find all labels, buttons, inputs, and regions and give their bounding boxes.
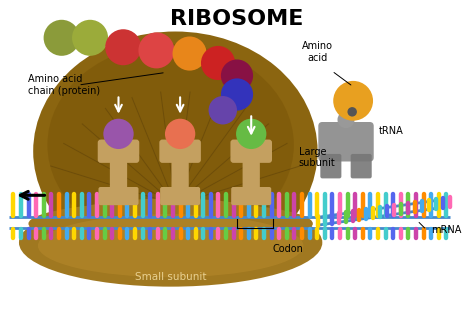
- Text: Small subunit: Small subunit: [135, 272, 206, 282]
- Circle shape: [333, 81, 373, 121]
- FancyBboxPatch shape: [184, 187, 200, 205]
- FancyBboxPatch shape: [255, 187, 271, 205]
- Circle shape: [138, 32, 174, 68]
- Circle shape: [165, 119, 195, 149]
- Text: Large
subunit: Large subunit: [299, 147, 336, 168]
- FancyBboxPatch shape: [110, 149, 127, 191]
- Circle shape: [105, 29, 141, 65]
- Circle shape: [72, 20, 108, 56]
- FancyBboxPatch shape: [319, 122, 374, 162]
- Circle shape: [236, 119, 266, 149]
- Text: Amino
acid: Amino acid: [302, 41, 333, 63]
- FancyBboxPatch shape: [122, 187, 138, 205]
- FancyBboxPatch shape: [320, 154, 341, 178]
- FancyBboxPatch shape: [160, 187, 176, 205]
- FancyBboxPatch shape: [172, 149, 189, 191]
- Circle shape: [173, 37, 207, 71]
- Ellipse shape: [33, 32, 318, 271]
- Circle shape: [221, 78, 253, 111]
- FancyBboxPatch shape: [159, 140, 201, 163]
- Circle shape: [347, 107, 357, 117]
- Ellipse shape: [47, 44, 294, 246]
- FancyBboxPatch shape: [230, 140, 272, 163]
- FancyBboxPatch shape: [99, 187, 115, 205]
- Circle shape: [201, 46, 235, 80]
- Circle shape: [337, 111, 355, 128]
- Ellipse shape: [28, 202, 313, 246]
- FancyBboxPatch shape: [243, 149, 260, 191]
- Ellipse shape: [38, 214, 303, 277]
- Text: Codon: Codon: [273, 244, 303, 254]
- FancyBboxPatch shape: [231, 187, 247, 205]
- Circle shape: [103, 119, 134, 149]
- Circle shape: [221, 60, 253, 92]
- FancyBboxPatch shape: [98, 140, 139, 163]
- FancyBboxPatch shape: [172, 187, 188, 205]
- Text: RIBOSOME: RIBOSOME: [170, 9, 304, 29]
- Circle shape: [44, 20, 80, 56]
- Circle shape: [209, 96, 237, 124]
- Text: Amino acid
chain (protein): Amino acid chain (protein): [28, 74, 100, 96]
- FancyBboxPatch shape: [110, 187, 127, 205]
- Ellipse shape: [19, 198, 322, 287]
- Text: mRNA: mRNA: [431, 225, 462, 235]
- Text: tRNA: tRNA: [379, 126, 404, 136]
- FancyBboxPatch shape: [243, 187, 259, 205]
- FancyBboxPatch shape: [351, 154, 372, 178]
